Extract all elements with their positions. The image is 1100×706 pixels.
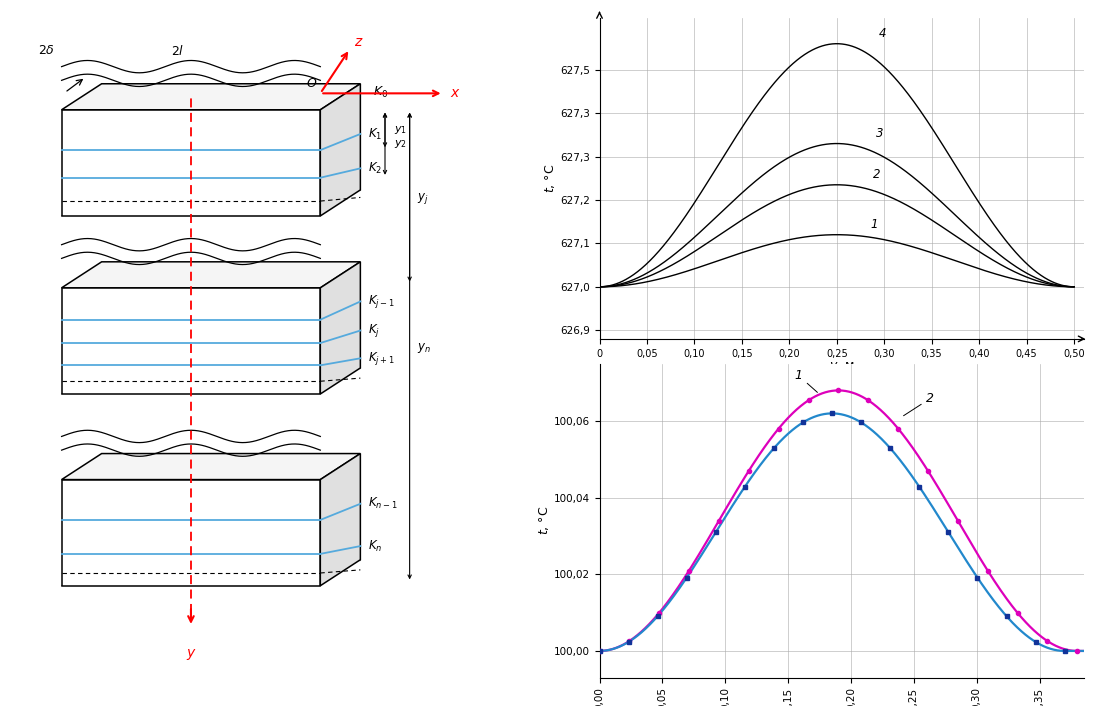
Text: $K_{1}$: $K_{1}$ xyxy=(367,126,382,141)
Text: $O$: $O$ xyxy=(306,77,317,90)
Text: $y$: $y$ xyxy=(186,647,196,662)
Text: $K_{n-1}$: $K_{n-1}$ xyxy=(367,496,397,511)
Polygon shape xyxy=(62,262,361,288)
Text: 2: 2 xyxy=(903,392,934,416)
X-axis label: $y$, м: $y$, м xyxy=(828,360,855,374)
Text: $K_{2}$: $K_{2}$ xyxy=(367,161,382,176)
Text: $x$: $x$ xyxy=(450,86,461,100)
Text: $2\delta$: $2\delta$ xyxy=(39,44,55,57)
Text: 4: 4 xyxy=(879,28,886,40)
Text: $z$: $z$ xyxy=(354,35,364,49)
Text: $y_j$: $y_j$ xyxy=(417,191,429,206)
Text: $K_{n}$: $K_{n}$ xyxy=(367,539,382,554)
Y-axis label: $t$, °C: $t$, °C xyxy=(543,164,557,193)
Polygon shape xyxy=(320,453,361,586)
Text: $K_{j}$: $K_{j}$ xyxy=(367,322,380,339)
Text: $y_1$: $y_1$ xyxy=(394,124,407,136)
Text: $K_{j-1}$: $K_{j-1}$ xyxy=(367,293,394,310)
Text: $K_0$: $K_0$ xyxy=(373,85,388,100)
Polygon shape xyxy=(320,262,361,394)
Text: 3: 3 xyxy=(876,127,883,140)
Polygon shape xyxy=(62,84,361,109)
Text: $y_2$: $y_2$ xyxy=(394,138,407,150)
Text: 1: 1 xyxy=(870,218,878,232)
Text: $K_{j+1}$: $K_{j+1}$ xyxy=(367,349,394,367)
Polygon shape xyxy=(62,109,320,216)
Text: $y_n$: $y_n$ xyxy=(417,341,431,354)
Polygon shape xyxy=(62,288,320,394)
Y-axis label: $t$, °C: $t$, °C xyxy=(537,506,551,535)
Polygon shape xyxy=(62,479,320,586)
Polygon shape xyxy=(320,84,361,216)
Text: $2l$: $2l$ xyxy=(172,44,185,58)
Text: 1: 1 xyxy=(794,369,817,393)
Text: 2: 2 xyxy=(872,168,880,181)
Polygon shape xyxy=(62,453,361,479)
